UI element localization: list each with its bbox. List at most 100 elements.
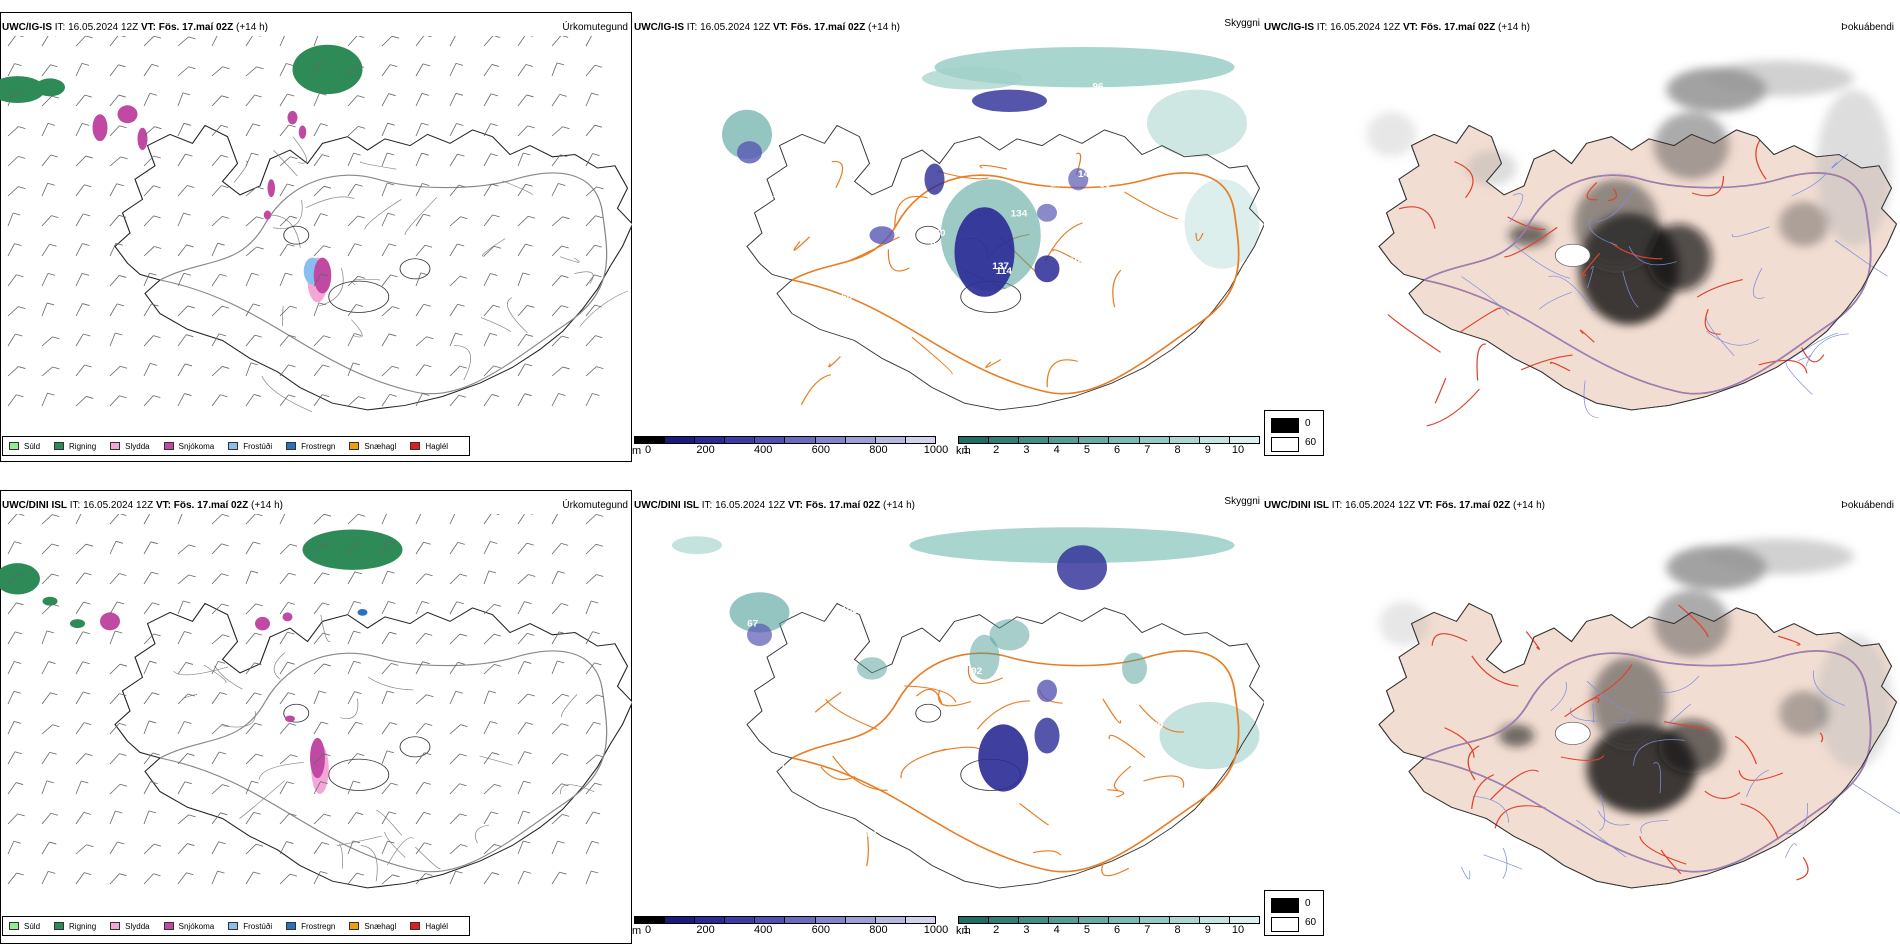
wind-barb-flag	[560, 154, 568, 158]
road	[320, 614, 331, 642]
road	[1454, 161, 1474, 199]
wind-barb	[211, 305, 223, 317]
wind-barb-flag	[355, 721, 363, 725]
wind-barb	[449, 216, 461, 227]
wind-barb	[211, 634, 223, 645]
wind-barb	[347, 812, 357, 825]
wind-barb-flag	[322, 602, 330, 606]
colorbar-tick: 8	[1174, 924, 1181, 936]
wind-barb	[551, 660, 558, 675]
wind-barb	[279, 543, 291, 555]
wind-barb	[75, 243, 83, 257]
wind-barb-flag	[421, 600, 430, 604]
ceiling-label: 45	[866, 830, 878, 840]
wind-barb-flag	[527, 215, 536, 219]
wind-barb	[415, 122, 422, 137]
wind-barb-flag	[152, 602, 160, 606]
road	[1778, 635, 1801, 646]
wind-barb	[551, 723, 562, 735]
legend-swatch	[286, 922, 297, 930]
wind-barb	[517, 810, 524, 825]
wind-barb	[517, 514, 526, 525]
wind-barb-flag	[392, 874, 400, 878]
wind-barb	[7, 274, 17, 287]
wind-barb-flag	[52, 366, 60, 370]
wind-barb-flag	[595, 215, 603, 219]
wind-barb-flag	[256, 216, 264, 220]
ceiling-label: 25	[827, 166, 839, 176]
wind-barb-flag	[323, 514, 332, 517]
road	[967, 665, 1003, 685]
wind-barb	[347, 840, 354, 855]
wind-barb-flag	[319, 92, 327, 96]
wind-barb	[449, 275, 461, 287]
ceiling-label: 31	[1063, 300, 1075, 310]
wind-barb-flag	[290, 156, 298, 160]
wind-barb	[279, 781, 288, 795]
colorbar-cell	[785, 437, 816, 443]
wind-barb	[347, 780, 354, 795]
wind-barb-flag	[459, 275, 468, 279]
colorbar-tick: 200	[696, 444, 715, 456]
wind-barb	[415, 601, 423, 615]
wind-barb-flag	[458, 394, 467, 398]
ring-road	[1423, 172, 1872, 395]
ceiling-label: 147	[1078, 170, 1095, 180]
wind-barb-flag	[85, 543, 94, 547]
road	[1589, 218, 1618, 246]
road	[183, 694, 198, 699]
visibility-colorbar: 1 2 3 4 5 6 7 8 9 10 km	[956, 436, 1260, 457]
road	[1138, 704, 1185, 733]
wind-barb	[483, 333, 491, 347]
wind-barb	[449, 36, 456, 47]
wind-barb	[7, 661, 15, 675]
wind-barb	[517, 334, 527, 347]
wind-barb-flag	[457, 661, 465, 665]
wind-barb	[585, 870, 592, 885]
road	[480, 317, 512, 332]
wind-barb	[75, 396, 87, 407]
cloud-ceiling-area	[747, 623, 772, 646]
wind-barb	[585, 92, 592, 107]
cloud-ceiling-area	[1122, 652, 1147, 685]
ceiling-label: 135	[870, 203, 887, 213]
wind-barb-flag	[522, 810, 531, 814]
wind-barb-flag	[115, 540, 124, 544]
wind-barb-flag	[387, 690, 395, 694]
wind-barb-flag	[220, 124, 229, 128]
wind-barb-flag	[15, 333, 23, 337]
wind-barb-flag	[82, 303, 90, 306]
wind-barb-flag	[52, 514, 60, 517]
wind-barb-flag	[289, 215, 298, 219]
wind-barb	[7, 63, 15, 77]
wind-barb-flag	[251, 780, 259, 784]
colorbar-tick: 6	[1114, 444, 1121, 456]
wind-barb	[551, 335, 563, 347]
wind-barb	[245, 753, 257, 765]
wind-barb	[75, 514, 82, 525]
wind-barb-flag	[153, 155, 161, 159]
colorbar-cell	[959, 437, 990, 443]
glacier-outline	[328, 280, 390, 313]
wind-barb	[75, 123, 83, 137]
wind-barb-flag	[151, 63, 159, 67]
wind-barb	[449, 153, 458, 167]
fog-area	[1646, 224, 1712, 292]
wind-barb	[585, 811, 594, 825]
visibility-colorbar: 1 2 3 4 5 6 7 8 9 10 km	[956, 916, 1260, 937]
wind-barb	[279, 813, 290, 825]
wind-barb-flag	[423, 303, 431, 307]
wind-barb-flag	[527, 125, 535, 129]
wind-barb-flag	[525, 183, 533, 187]
wind-barb	[75, 364, 85, 377]
wind-barb	[75, 333, 84, 347]
wind-barb-flag	[119, 783, 128, 787]
wind-barb-flag	[320, 123, 328, 127]
wind-barb-flag	[150, 363, 158, 366]
colorbar-tick: 7	[1144, 444, 1151, 456]
wind-barb-flag	[594, 304, 602, 308]
wind-barb	[177, 66, 189, 77]
wind-barb-flag	[51, 573, 59, 577]
wind-barb	[143, 633, 155, 645]
wind-barb	[415, 36, 425, 47]
